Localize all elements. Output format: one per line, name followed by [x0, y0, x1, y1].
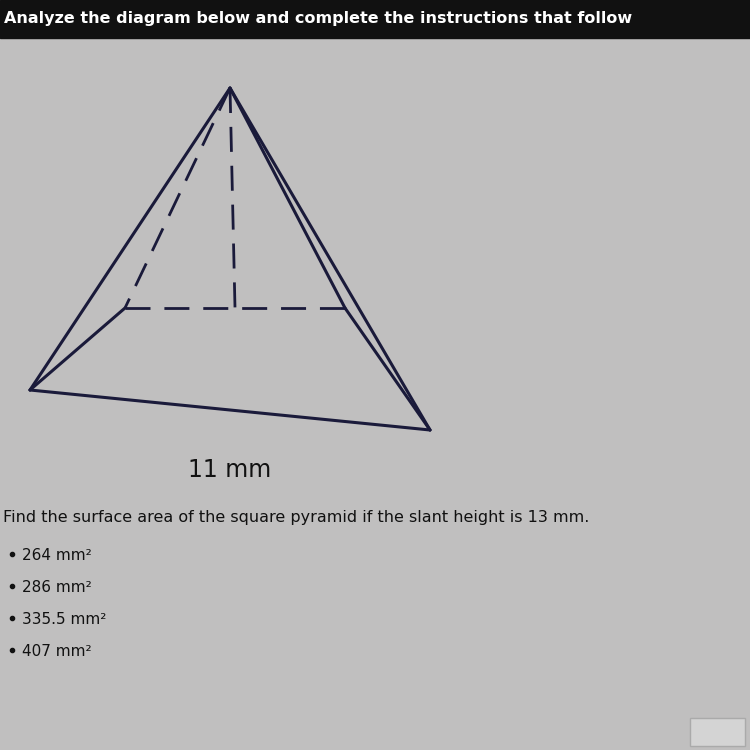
- Text: 264 mm²: 264 mm²: [22, 548, 92, 563]
- Text: 11 mm: 11 mm: [188, 458, 272, 482]
- Text: 335.5 mm²: 335.5 mm²: [22, 612, 106, 627]
- Text: 407 mm²: 407 mm²: [22, 644, 92, 659]
- Text: 286 mm²: 286 mm²: [22, 580, 92, 595]
- Text: Analyze the diagram below and complete the instructions that follow: Analyze the diagram below and complete t…: [4, 11, 632, 26]
- Text: Find the surface area of the square pyramid if the slant height is 13 mm.: Find the surface area of the square pyra…: [3, 510, 590, 525]
- Bar: [690, 718, 745, 746]
- Bar: [0, 0, 750, 38]
